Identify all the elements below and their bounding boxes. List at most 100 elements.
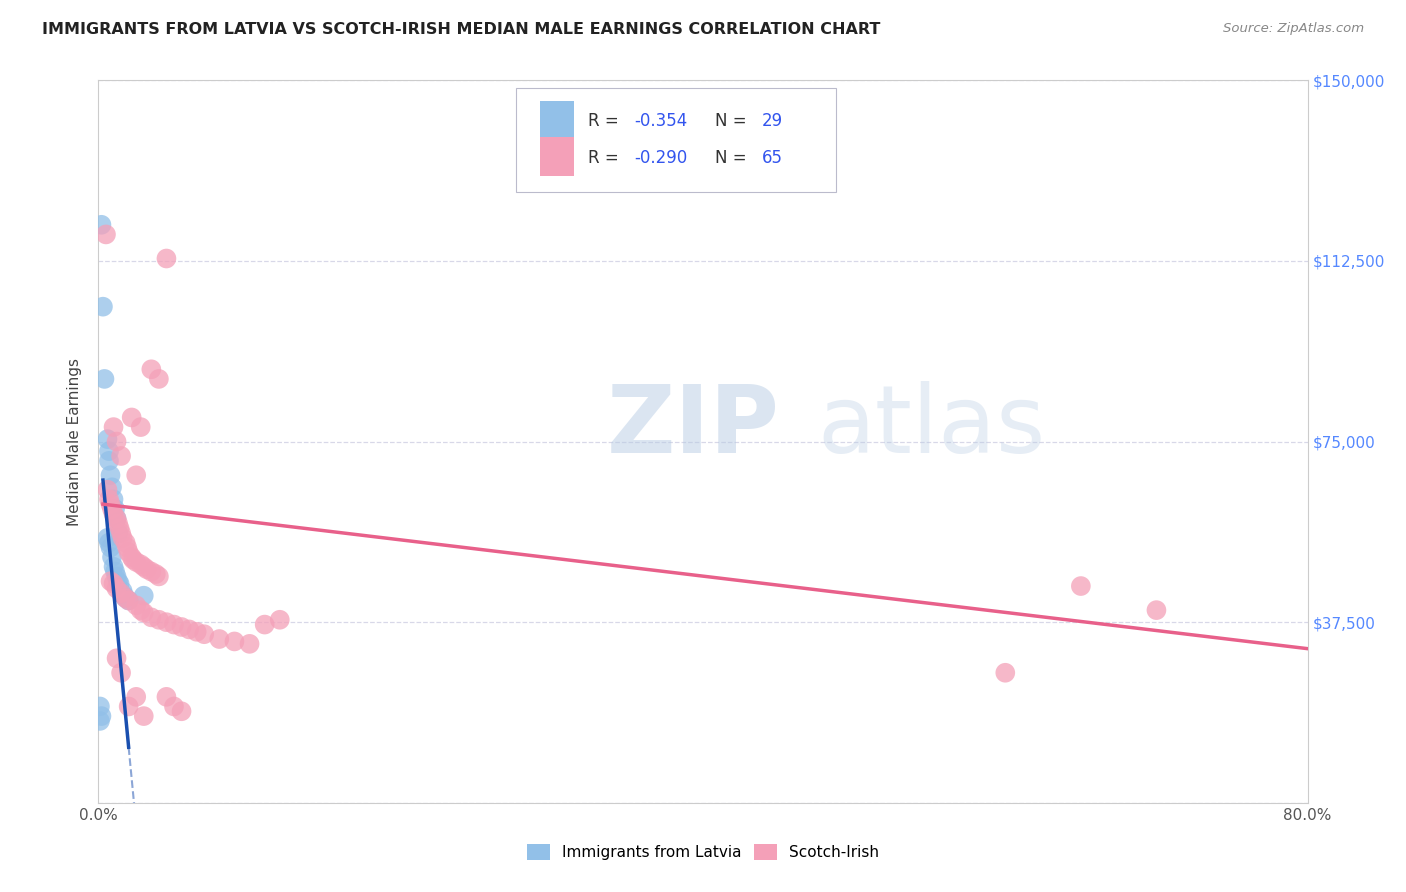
Text: 29: 29 [762, 112, 783, 130]
Point [98, 444, 121, 458]
Point [93, 372, 115, 386]
Point [90, 709, 112, 723]
Point [125, 555, 148, 569]
Point [122, 552, 145, 566]
Point [110, 665, 132, 680]
Point [110, 449, 132, 463]
Point [101, 480, 124, 494]
Point [98, 454, 121, 468]
Point [107, 526, 129, 541]
Point [125, 599, 148, 613]
Point [129, 558, 152, 572]
Point [101, 502, 124, 516]
Point [105, 511, 128, 525]
Text: -0.290: -0.290 [634, 149, 688, 167]
Point [132, 709, 155, 723]
Point [121, 410, 143, 425]
Point [94, 227, 117, 242]
Point [105, 569, 128, 583]
Point [239, 637, 262, 651]
Point [100, 541, 122, 555]
Point [104, 565, 127, 579]
Point [121, 550, 143, 565]
Point [114, 535, 136, 549]
Point [155, 615, 177, 630]
Point [118, 593, 141, 607]
Point [100, 497, 122, 511]
Point [129, 603, 152, 617]
Point [96, 432, 118, 446]
Legend: Immigrants from Latvia, Scotch-Irish: Immigrants from Latvia, Scotch-Irish [527, 844, 879, 860]
Point [224, 634, 246, 648]
Point [179, 623, 201, 637]
Text: -0.354: -0.354 [634, 112, 688, 130]
Text: Source: ZipAtlas.com: Source: ZipAtlas.com [1223, 22, 1364, 36]
Point [103, 507, 125, 521]
Point [110, 586, 132, 600]
Point [111, 531, 134, 545]
Text: N =: N = [716, 112, 747, 130]
Text: ZIP: ZIP [606, 381, 779, 473]
Point [163, 617, 186, 632]
Point [103, 420, 125, 434]
Point [105, 582, 128, 596]
Text: R =: R = [588, 112, 619, 130]
Point [100, 468, 122, 483]
Point [115, 541, 138, 555]
FancyBboxPatch shape [540, 136, 574, 177]
Point [141, 362, 163, 376]
Point [110, 526, 132, 541]
Point [98, 492, 121, 507]
Point [100, 574, 122, 589]
Point [101, 550, 124, 565]
Point [145, 567, 167, 582]
Point [105, 511, 128, 525]
Point [105, 651, 128, 665]
Point [98, 535, 121, 549]
Point [186, 624, 208, 639]
Point [108, 521, 131, 535]
FancyBboxPatch shape [516, 87, 837, 193]
FancyBboxPatch shape [540, 101, 574, 140]
Text: 65: 65 [762, 149, 783, 167]
Point [107, 516, 129, 531]
Text: R =: R = [588, 149, 619, 167]
Point [132, 606, 155, 620]
Text: N =: N = [716, 149, 747, 167]
Point [105, 434, 128, 449]
Point [89, 714, 111, 728]
Point [118, 545, 141, 559]
Point [118, 699, 141, 714]
Point [148, 613, 170, 627]
Point [129, 420, 152, 434]
Point [118, 593, 141, 607]
Text: IMMIGRANTS FROM LATVIA VS SCOTCH-IRISH MEDIAN MALE EARNINGS CORRELATION CHART: IMMIGRANTS FROM LATVIA VS SCOTCH-IRISH M… [42, 22, 880, 37]
Point [253, 617, 276, 632]
Point [103, 559, 125, 574]
Point [108, 576, 131, 591]
Point [103, 576, 125, 591]
Point [193, 627, 215, 641]
Point [994, 665, 1017, 680]
Point [89, 699, 111, 714]
Point [155, 690, 177, 704]
Point [103, 492, 125, 507]
Y-axis label: Median Male Earnings: Median Male Earnings [67, 358, 83, 525]
Text: atlas: atlas [818, 381, 1046, 473]
Point [208, 632, 231, 646]
Point [104, 502, 127, 516]
Point [155, 252, 177, 266]
Point [269, 613, 291, 627]
Point [170, 704, 193, 718]
Point [96, 483, 118, 497]
Point [125, 468, 148, 483]
Point [141, 565, 163, 579]
Point [114, 591, 136, 606]
Point [107, 574, 129, 589]
Point [1070, 579, 1092, 593]
Point [148, 372, 170, 386]
Point [132, 559, 155, 574]
Point [112, 589, 135, 603]
Point [132, 589, 155, 603]
Point [141, 610, 163, 624]
